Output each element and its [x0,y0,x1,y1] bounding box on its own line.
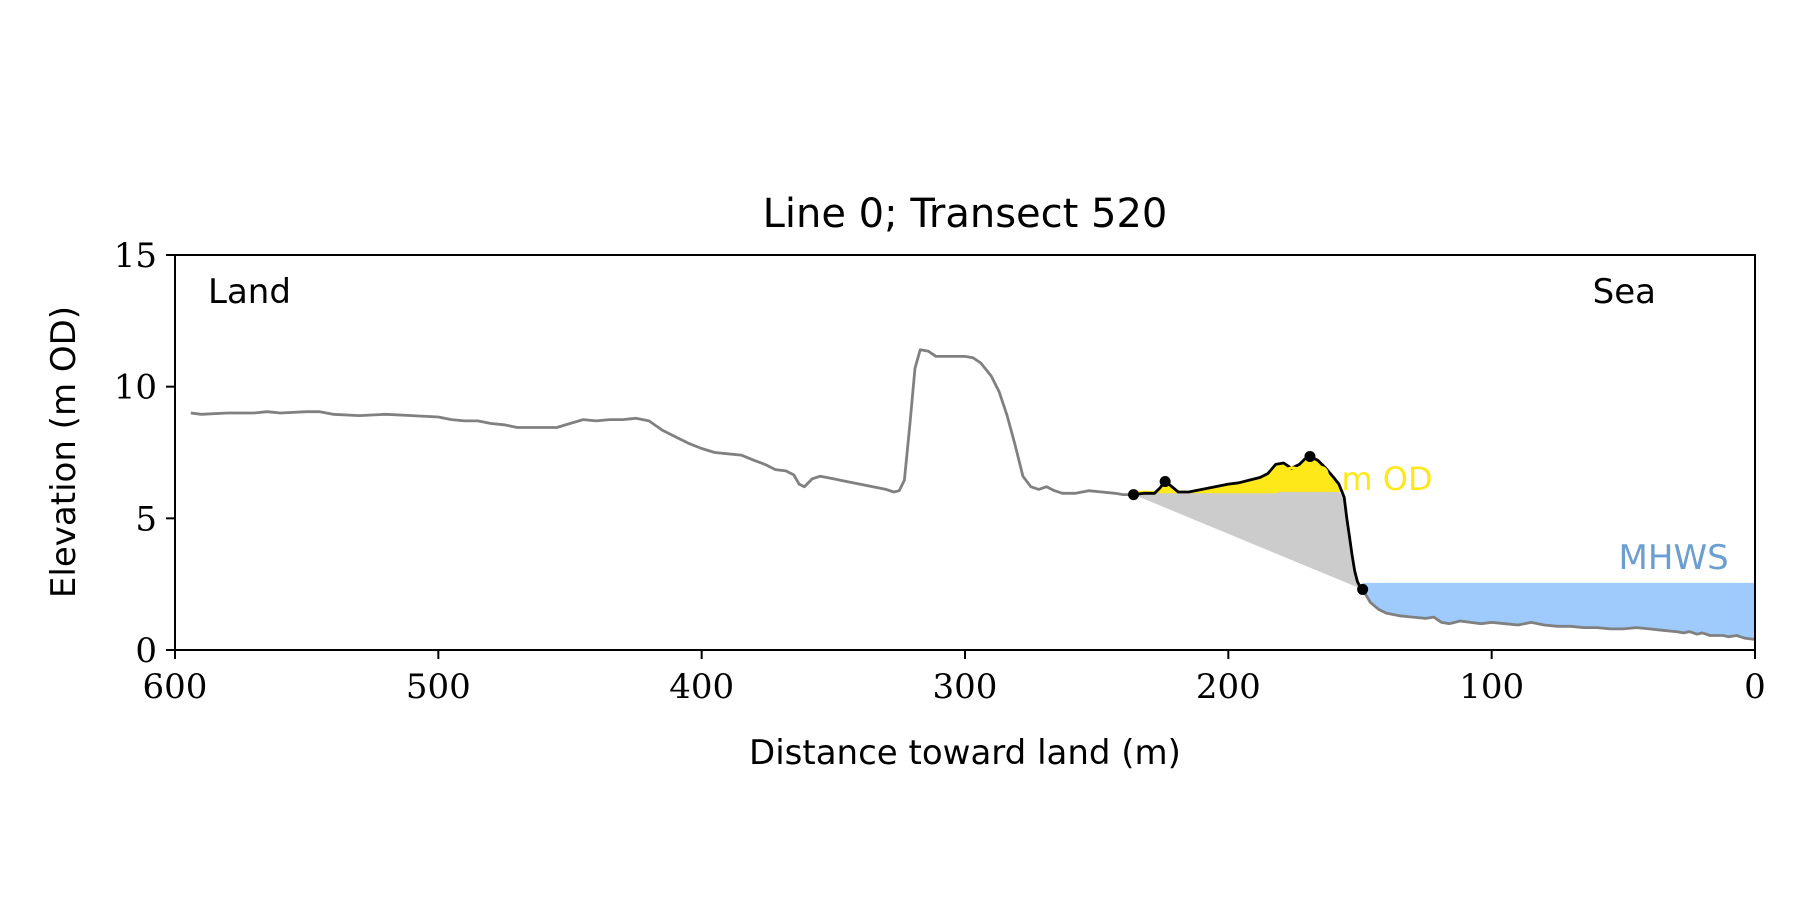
above-threshold-fill [1133,456,1363,492]
x-tick-label: 300 [933,667,998,707]
profile-line-feature [1133,455,1364,591]
feature-points [1128,450,1369,595]
feature-point [1304,450,1316,462]
profile-line-seaward [1361,588,1756,641]
profile-lines [190,348,1756,641]
feature-point [1128,489,1140,501]
x-tick-label: 200 [1196,667,1261,707]
y-tick-label: 10 [114,368,157,408]
land-annotation: Land [208,272,291,312]
mhws-label: MHWS [1619,538,1729,578]
y-tick-label: 5 [135,499,157,539]
x-tick-label: 500 [406,667,471,707]
x-tick-label: 100 [1459,667,1524,707]
y-axis-ticks: 0 5 10 15 [114,236,175,671]
fill-areas [1133,456,1755,640]
volume-fill [1133,492,1363,590]
y-axis-label: Elevation (m OD) [44,306,84,598]
threshold-label: 6.0 m OD [1280,460,1432,498]
feature-point [1357,583,1369,595]
feature-point [1159,475,1171,487]
x-tick-label: 400 [669,667,734,707]
x-tick-label: 600 [143,667,208,707]
y-tick-label: 0 [135,631,157,671]
profile-line-landward [190,348,1134,497]
y-tick-label: 15 [114,236,157,276]
sea-annotation: Sea [1593,272,1656,312]
x-axis-label: Distance toward land (m) [749,733,1181,773]
x-tick-label: 0 [1744,667,1766,707]
x-axis-ticks: 600 500 400 300 200 100 0 [143,650,1766,707]
mhws-fill [1362,582,1755,640]
chart-title: Line 0; Transect 520 [763,191,1168,237]
